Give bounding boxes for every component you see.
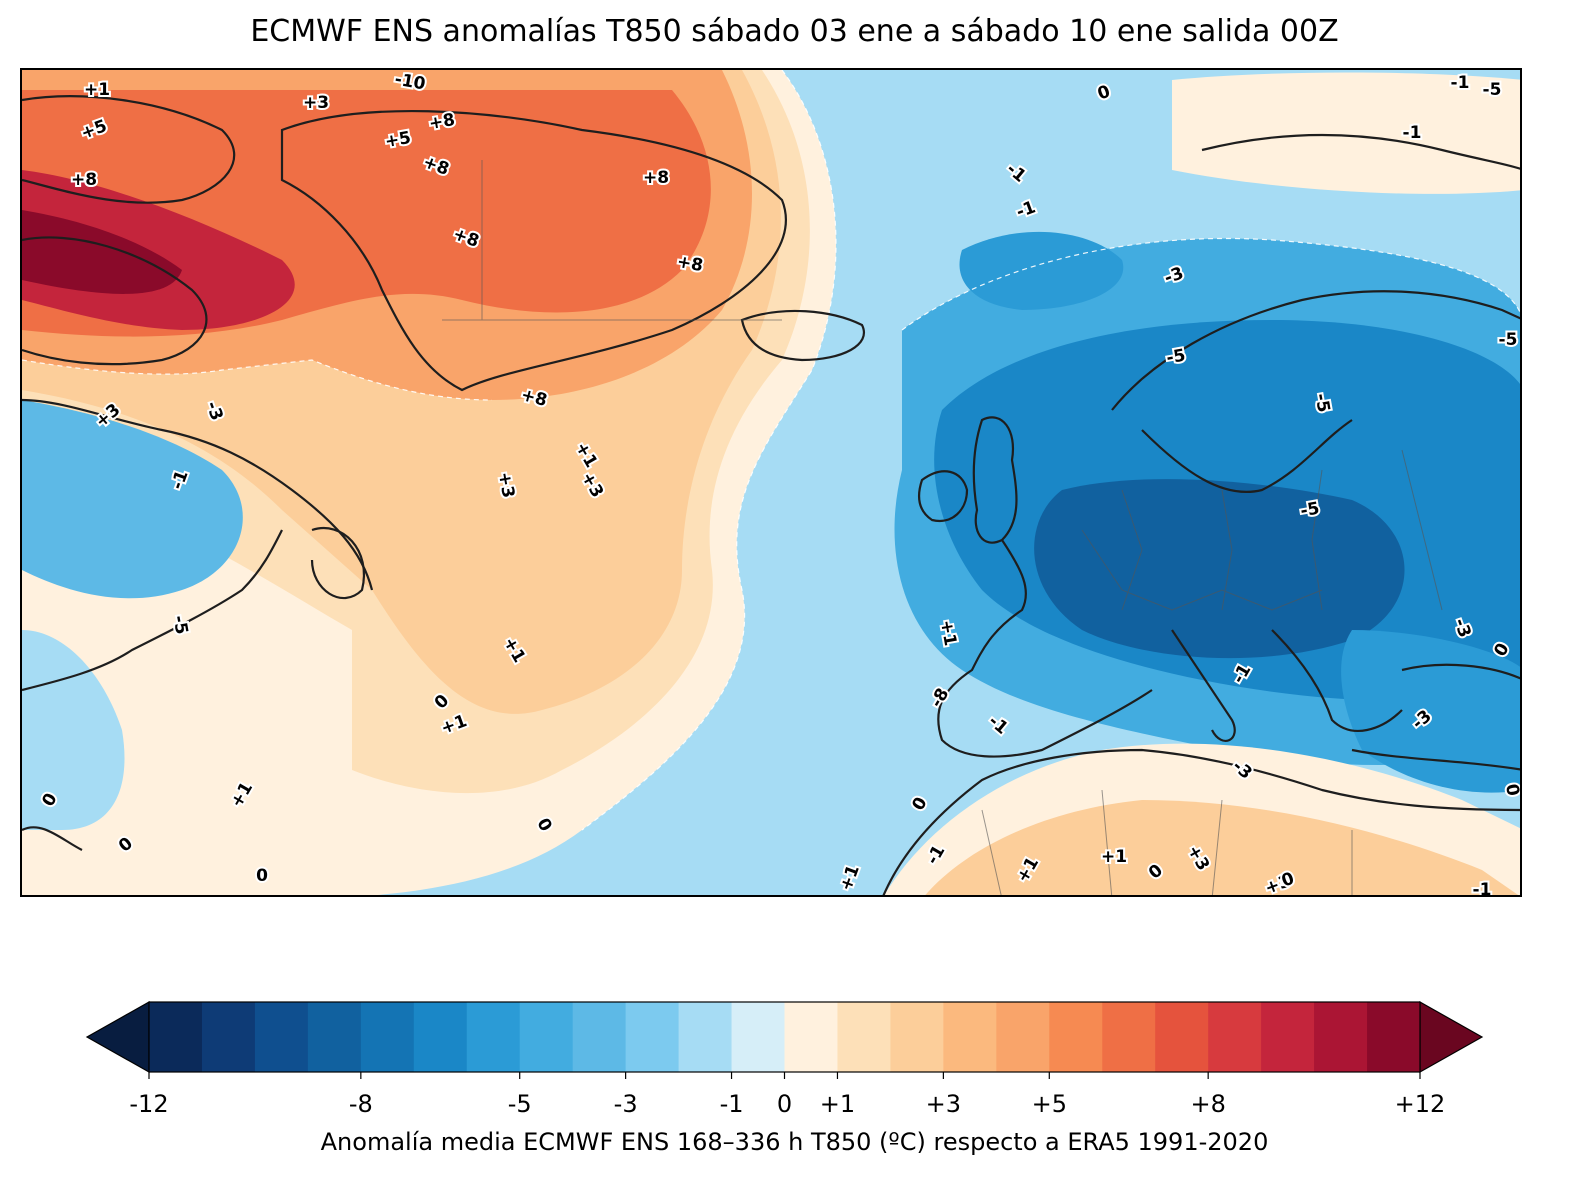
colorbar-tick-label: -12	[129, 1090, 169, 1118]
coastline	[1401, 663, 1520, 680]
colorbar-swatch	[996, 1002, 1050, 1072]
anomaly-region	[1172, 72, 1520, 194]
colorbar-swatch	[890, 1002, 944, 1072]
colorbar-tick-label: 0	[776, 1090, 793, 1118]
colorbar-swatch	[1367, 1002, 1421, 1072]
contour-line	[22, 359, 493, 401]
colorbar-swatch	[149, 1002, 203, 1072]
country-border	[1311, 469, 1323, 611]
anomaly-region	[1034, 479, 1405, 659]
coastline	[917, 470, 969, 523]
colorbar-swatch	[1208, 1002, 1262, 1072]
colorbar-tick-label: +3	[925, 1090, 962, 1118]
coastline	[937, 539, 1153, 758]
coastline	[1201, 133, 1520, 170]
colorbar-swatch	[201, 1002, 256, 1072]
anomaly-region	[22, 400, 243, 599]
coastline	[1111, 290, 1520, 411]
country-border	[1121, 489, 1143, 611]
contour-label: 0	[256, 866, 268, 886]
anomaly-region	[1341, 630, 1520, 793]
coastline	[1271, 629, 1403, 732]
colorbar-tick-label: -1	[719, 1090, 744, 1118]
colorbar-swatch	[572, 1002, 627, 1072]
colorbar-swatch	[466, 1002, 521, 1072]
coastline	[882, 748, 1520, 895]
contour-label: 0	[1501, 782, 1522, 797]
temperature-anomaly-field	[22, 70, 1520, 895]
colorbar-tick-label: +1	[819, 1090, 856, 1118]
colorbar-swatch	[1261, 1002, 1315, 1072]
country-border	[1401, 449, 1443, 611]
colorbar-swatch	[413, 1002, 468, 1072]
anomaly-region	[22, 210, 182, 294]
colorbar-swatch	[1314, 1002, 1368, 1072]
colorbar-tick-label: +5	[1031, 1090, 1067, 1118]
colorbar-tick-label: -3	[613, 1090, 638, 1118]
colorbar-swatch	[625, 1002, 680, 1072]
colorbar-tick-label: -5	[507, 1090, 532, 1118]
contour-label: -1	[1473, 880, 1492, 897]
country-border	[981, 809, 1002, 895]
colorbar-swatch	[519, 1002, 574, 1072]
contour-line	[581, 70, 837, 831]
colorbar-extend-high	[1419, 1000, 1484, 1074]
coastline	[740, 309, 865, 362]
coastline	[280, 109, 787, 392]
contour-label: +8	[643, 168, 669, 188]
contour-label: -5	[1499, 330, 1518, 350]
colorbar-tick-label: +8	[1190, 1090, 1226, 1118]
coastline	[1171, 629, 1236, 742]
coastline	[1141, 419, 1353, 493]
colorbar-swatch	[307, 1002, 362, 1072]
country-border	[1081, 529, 1323, 611]
coastline	[22, 826, 83, 851]
colorbar-swatch	[678, 1002, 733, 1072]
colorbar-extend-low	[85, 1000, 150, 1074]
contour-label: +3	[303, 93, 329, 113]
contour-label: +1	[84, 80, 110, 100]
colorbar-swatch	[1049, 1002, 1103, 1072]
country-borders	[442, 160, 1443, 895]
anomaly-region	[22, 630, 125, 830]
colorbar-swatch	[731, 1002, 785, 1072]
colorbar-swatch	[943, 1002, 997, 1072]
coastline	[22, 529, 283, 692]
country-border	[1221, 489, 1233, 611]
country-border	[1211, 799, 1223, 895]
anomaly-region	[959, 231, 1124, 310]
anomaly-region	[925, 800, 1519, 895]
country-border	[1101, 789, 1113, 895]
coastline	[22, 95, 236, 204]
coastline	[22, 236, 208, 366]
anomaly-map: +1 -10 +3 +5 +8 +5 +8 +8 +8 +8 +8 +8 +1 +3 +3 +3 -3 -1 -5 +…	[20, 68, 1522, 897]
map-title: ECMWF ENS anomalías T850 sábado 03 ene a…	[250, 14, 1339, 49]
colorbar-swatch	[360, 1002, 415, 1072]
contour-label: +1	[1101, 847, 1127, 867]
colorbar-swatch	[254, 1002, 309, 1072]
colorbar-tick-label: +12	[1394, 1090, 1446, 1118]
coastline	[1351, 748, 1520, 771]
contour-label: -1	[1451, 73, 1470, 93]
contour-label: -1	[1403, 123, 1422, 143]
contour-label: -5	[1483, 80, 1502, 100]
colorbar-tick-label: -8	[348, 1090, 373, 1118]
colorbar-swatch	[837, 1002, 891, 1072]
colorbar-swatch	[1155, 1002, 1209, 1072]
contour-label: +8	[71, 170, 97, 190]
contour-line	[901, 237, 1520, 331]
coastline	[310, 527, 365, 600]
colorbar-label: Anomalía media ECMWF ENS 168–336 h T850 …	[320, 1128, 1269, 1156]
colorbar-swatch	[784, 1002, 838, 1072]
coastlines	[22, 95, 1520, 895]
colorbar-swatch	[1102, 1002, 1156, 1072]
